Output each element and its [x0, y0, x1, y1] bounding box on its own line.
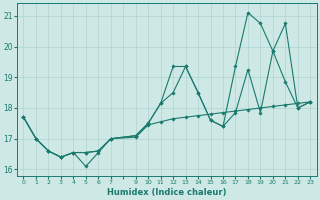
X-axis label: Humidex (Indice chaleur): Humidex (Indice chaleur)	[107, 188, 227, 197]
